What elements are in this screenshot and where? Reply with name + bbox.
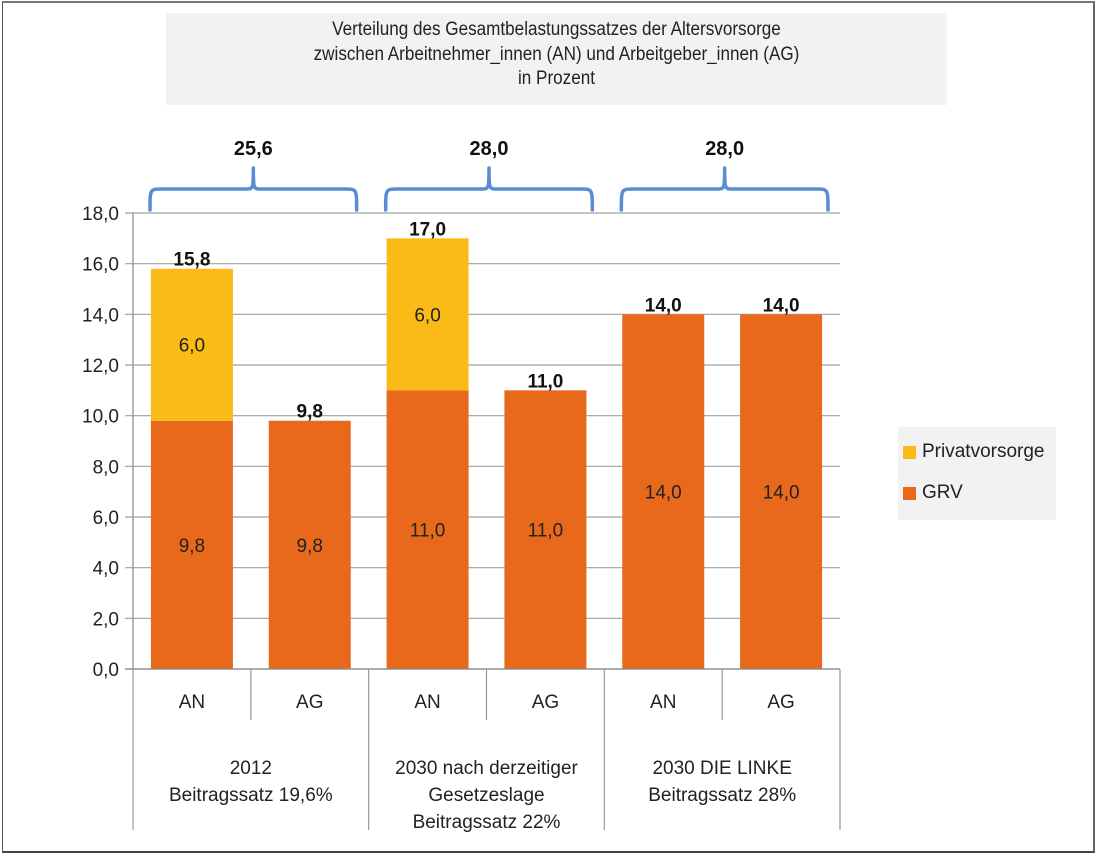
y-tick-label: 4,0 (93, 559, 119, 580)
bar-total-label: 14,0 (645, 295, 682, 316)
chart-title-line-3: in Prozent (517, 68, 595, 89)
group-label: Gesetzeslage (428, 785, 544, 806)
bar-total-label: 15,8 (173, 250, 210, 271)
x-tick-label: AN (179, 692, 205, 713)
chart-title: Verteilung des Gesamtbelastungssatzes de… (166, 13, 947, 105)
bar-value-label: 14,0 (645, 483, 682, 504)
bar-value-label: 11,0 (528, 521, 564, 542)
chart-title-line-1: Verteilung des Gesamtbelastungssatzes de… (332, 19, 781, 40)
legend-swatch-privatvorsorge (903, 445, 916, 459)
y-tick-label: 6,0 (93, 508, 119, 529)
x-tick-label: AG (532, 692, 559, 713)
y-tick-label: 12,0 (82, 356, 119, 377)
group-brace-icon (383, 166, 595, 212)
x-tick-label: AG (767, 692, 794, 713)
group-total-label: 28,0 (705, 138, 744, 160)
legend-swatch-grv (903, 486, 916, 500)
x-tick-label: AN (414, 692, 440, 713)
x-tick-label: AN (650, 692, 676, 713)
legend-item-grv: GRV (903, 482, 963, 504)
y-tick-label: 16,0 (82, 255, 119, 276)
legend-label-privatvorsorge: Privatvorsorge (922, 441, 1045, 462)
y-tick-label: 14,0 (82, 305, 119, 326)
bar-total-label: 9,8 (297, 402, 323, 423)
bar-grv (622, 314, 705, 669)
legend-item-privatvorsorge: Privatvorsorge (903, 441, 1045, 463)
bar-privatvorsorge (386, 238, 469, 391)
y-tick-label: 10,0 (82, 407, 119, 428)
legend: Privatvorsorge GRV (898, 427, 1056, 520)
legend-label-grv: GRV (922, 482, 963, 503)
group-label: 2030 DIE LINKE (652, 758, 791, 779)
bar-value-label: 9,8 (297, 536, 323, 557)
y-tick-label: 2,0 (93, 609, 119, 630)
bar-grv (150, 420, 233, 669)
x-tick-label: AG (296, 692, 323, 713)
group-total-label: 25,6 (234, 138, 273, 160)
group-label: Beitragssatz 19,6% (169, 785, 333, 806)
bar-grv (740, 314, 823, 669)
y-tick-label: 18,0 (82, 204, 119, 225)
group-label: Beitragssatz 28% (648, 785, 796, 806)
y-tick-label: 0,0 (93, 660, 119, 681)
y-tick-label: 8,0 (93, 457, 119, 478)
group-label: 2030 nach derzeitiger (395, 758, 578, 779)
bar-value-label: 6,0 (179, 336, 205, 357)
group-label: Beitragssatz 22% (413, 812, 561, 833)
group-total-label: 28,0 (470, 138, 509, 160)
bar-value-label: 6,0 (414, 305, 440, 326)
group-brace-icon (619, 166, 830, 212)
bar-value-label: 11,0 (410, 521, 446, 542)
bar-grv (386, 390, 469, 669)
bar-value-label: 14,0 (763, 483, 800, 504)
group-brace-icon (148, 166, 359, 212)
bar-grv (504, 390, 587, 669)
group-label: 2012 (230, 758, 272, 779)
bar-privatvorsorge (150, 268, 233, 421)
bar-total-label: 14,0 (763, 295, 800, 316)
bar-grv (268, 420, 351, 669)
bar-total-label: 17,0 (409, 219, 446, 240)
chart-title-line-2: zwischen Arbeitnehmer_innen (AN) und Arb… (313, 43, 800, 65)
bar-value-label: 9,8 (179, 536, 205, 557)
bar-total-label: 11,0 (527, 371, 563, 392)
